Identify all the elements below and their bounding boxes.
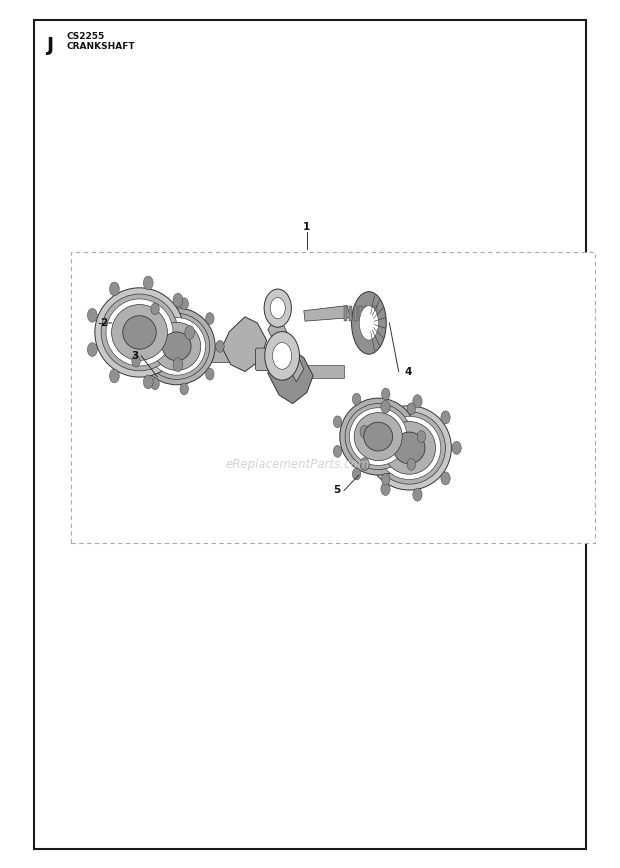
Circle shape (110, 282, 119, 296)
Ellipse shape (367, 405, 451, 490)
Circle shape (173, 293, 183, 307)
Text: 2: 2 (100, 318, 108, 328)
Ellipse shape (364, 422, 392, 451)
Text: J: J (46, 36, 53, 56)
Circle shape (270, 298, 285, 319)
Circle shape (381, 483, 390, 496)
Text: 3: 3 (131, 351, 139, 361)
Bar (354, 306, 357, 321)
Ellipse shape (138, 308, 215, 385)
Circle shape (407, 403, 415, 415)
Ellipse shape (101, 294, 178, 371)
Bar (349, 306, 352, 321)
Circle shape (143, 276, 153, 290)
Circle shape (132, 355, 140, 367)
Ellipse shape (378, 417, 441, 479)
Ellipse shape (360, 306, 378, 340)
Circle shape (206, 368, 214, 380)
Text: 4: 4 (404, 366, 412, 377)
Circle shape (413, 488, 422, 501)
Circle shape (180, 298, 188, 310)
Circle shape (265, 332, 299, 380)
Ellipse shape (352, 292, 386, 354)
Text: CRANKSHAFT: CRANKSHAFT (67, 42, 136, 50)
Circle shape (185, 326, 195, 339)
Circle shape (360, 425, 370, 438)
Circle shape (352, 393, 361, 405)
Ellipse shape (394, 432, 425, 464)
Ellipse shape (106, 299, 173, 366)
Circle shape (407, 458, 415, 470)
Polygon shape (268, 347, 313, 404)
Circle shape (417, 431, 426, 443)
Circle shape (441, 411, 450, 424)
Ellipse shape (162, 332, 191, 361)
Circle shape (87, 343, 97, 357)
Circle shape (273, 343, 291, 369)
Circle shape (360, 457, 370, 470)
Ellipse shape (350, 408, 407, 465)
Bar (374, 306, 377, 321)
Ellipse shape (123, 316, 156, 349)
Circle shape (264, 289, 291, 327)
Bar (359, 306, 362, 321)
Polygon shape (304, 306, 350, 321)
Bar (369, 306, 372, 321)
Circle shape (180, 383, 188, 395)
Ellipse shape (95, 288, 184, 377)
Circle shape (151, 303, 159, 315)
Circle shape (381, 473, 390, 485)
Text: 5: 5 (333, 485, 340, 496)
Ellipse shape (112, 305, 167, 360)
Circle shape (413, 395, 422, 408)
Text: CS2255: CS2255 (67, 32, 105, 41)
Circle shape (206, 312, 214, 325)
FancyBboxPatch shape (255, 348, 283, 371)
Circle shape (132, 326, 140, 338)
Circle shape (334, 445, 342, 457)
Circle shape (334, 416, 342, 428)
Circle shape (87, 308, 97, 322)
Ellipse shape (144, 313, 210, 379)
Circle shape (216, 340, 224, 352)
Ellipse shape (354, 412, 402, 461)
Ellipse shape (345, 404, 411, 470)
Bar (208, 346, 242, 362)
Text: eReplacementParts.com: eReplacementParts.com (226, 458, 370, 470)
Ellipse shape (383, 422, 436, 474)
Ellipse shape (153, 322, 201, 371)
Circle shape (110, 369, 119, 383)
Circle shape (151, 378, 159, 390)
Bar (304, 365, 344, 378)
Circle shape (352, 468, 361, 480)
Bar (344, 306, 347, 321)
Bar (34, 20, 586, 849)
Circle shape (441, 472, 450, 485)
Circle shape (381, 400, 390, 413)
Ellipse shape (148, 318, 205, 375)
Polygon shape (268, 312, 304, 382)
Circle shape (173, 358, 183, 372)
Text: 1: 1 (303, 222, 311, 233)
Circle shape (452, 442, 461, 454)
Circle shape (143, 375, 153, 389)
Ellipse shape (373, 411, 445, 484)
Ellipse shape (340, 398, 417, 475)
Polygon shape (222, 317, 267, 372)
Bar (71, 252, 595, 542)
Bar (364, 306, 367, 321)
Circle shape (381, 388, 390, 400)
